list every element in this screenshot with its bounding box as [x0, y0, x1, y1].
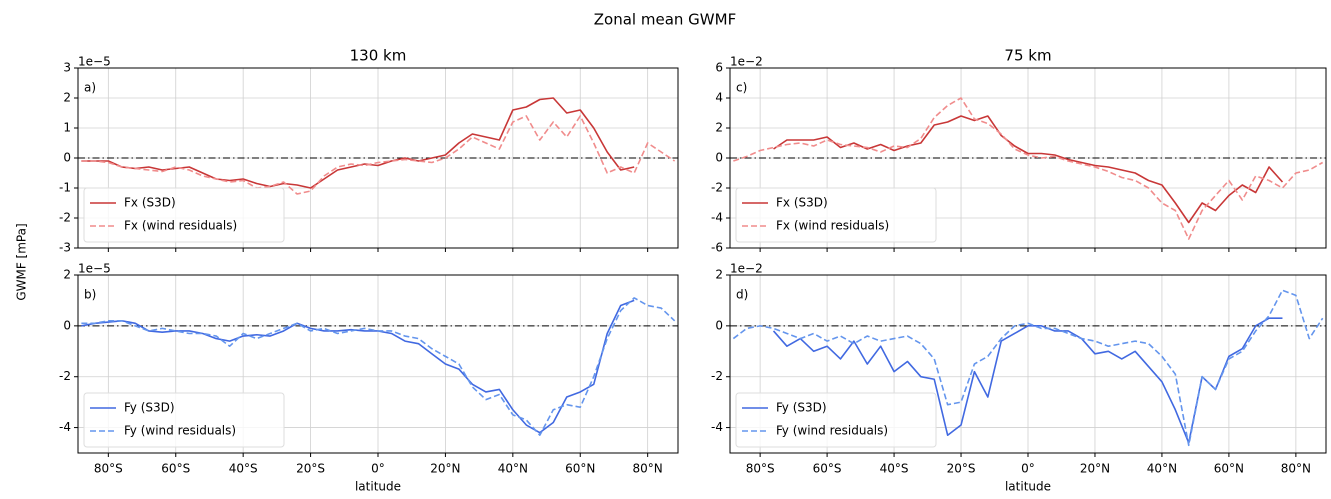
figure-title: Zonal mean GWMF	[594, 11, 736, 29]
axes-frame	[729, 67, 1327, 249]
y-tick-label: -2	[59, 369, 71, 383]
series-line	[81, 297, 676, 436]
y-tick-label: 1	[63, 121, 71, 135]
panel-title: 130 km	[350, 47, 407, 65]
y-tick-label: 6	[715, 61, 723, 75]
legend-box	[735, 187, 937, 243]
y-tick-label: -4	[59, 420, 71, 434]
panel-label: c)	[736, 81, 747, 95]
series-line	[772, 317, 1283, 444]
y-tick-label: -3	[59, 241, 71, 255]
x-tick-label: 20°S	[947, 462, 976, 476]
x-axis-label: latitude	[355, 480, 401, 494]
x-tick-label: 0°	[371, 462, 385, 476]
series-line	[81, 97, 635, 189]
y-tick-label: 3	[63, 61, 71, 75]
y-tick-label: 0	[715, 318, 723, 332]
x-tick-label: 40°S	[229, 462, 258, 476]
offset-text: 1e−5	[78, 55, 111, 69]
y-axis-label: GWMF [mPa]	[15, 223, 29, 300]
y-tick-label: 2	[63, 91, 71, 105]
offset-text: 1e−5	[78, 262, 111, 276]
offset-text: 1e−2	[730, 262, 763, 276]
x-tick-label: 20°N	[1080, 462, 1110, 476]
axes-frame	[729, 274, 1327, 454]
y-tick-label: -2	[59, 211, 71, 225]
y-tick-label: 2	[63, 268, 71, 282]
y-tick-label: 4	[715, 91, 723, 105]
panel-label: b)	[84, 288, 96, 302]
series-line	[732, 289, 1324, 447]
y-tick-label: -1	[59, 181, 71, 195]
y-tick-label: 0	[63, 151, 71, 165]
legend-label: Fy (wind residuals)	[776, 424, 888, 438]
axes-frame	[77, 274, 679, 454]
x-tick-label: 60°S	[161, 462, 190, 476]
legend-box	[83, 187, 285, 243]
legend-box	[735, 392, 937, 448]
y-tick-label: 0	[63, 318, 71, 332]
x-tick-label: 20°N	[430, 462, 460, 476]
x-tick-label: 60°N	[1214, 462, 1244, 476]
series-line	[773, 115, 1284, 224]
y-tick-label: -4	[711, 211, 723, 225]
panel-title: 75 km	[1004, 47, 1051, 65]
panel-label: d)	[736, 288, 748, 302]
legend-box	[83, 392, 285, 448]
legend-label: Fx (S3D)	[776, 196, 828, 210]
series-line	[733, 97, 1324, 240]
y-tick-label: -2	[711, 181, 723, 195]
x-tick-label: 80°S	[94, 462, 123, 476]
axes-frame	[77, 67, 679, 249]
panel-label: a)	[84, 81, 96, 95]
x-tick-label: 80°N	[1281, 462, 1311, 476]
series-line	[81, 115, 676, 195]
x-tick-label: 80°S	[746, 462, 775, 476]
x-axis-label: latitude	[1005, 480, 1051, 494]
x-tick-label: 40°S	[880, 462, 909, 476]
y-tick-label: 2	[715, 121, 723, 135]
offset-text: 1e−2	[730, 55, 763, 69]
x-tick-label: 60°N	[565, 462, 595, 476]
x-tick-label: 40°N	[1147, 462, 1177, 476]
y-tick-label: 2	[715, 268, 723, 282]
legend-label: Fx (S3D)	[124, 196, 176, 210]
legend-label: Fy (wind residuals)	[124, 424, 236, 438]
y-tick-label: -2	[711, 369, 723, 383]
y-tick-label: 0	[715, 151, 723, 165]
x-tick-label: 20°S	[296, 462, 325, 476]
legend-label: Fx (wind residuals)	[776, 219, 889, 233]
y-tick-label: -4	[711, 420, 723, 434]
x-tick-label: 40°N	[498, 462, 528, 476]
y-tick-label: -6	[711, 241, 723, 255]
x-tick-label: 60°S	[813, 462, 842, 476]
legend-label: Fx (wind residuals)	[124, 219, 237, 233]
x-tick-label: 80°N	[633, 462, 663, 476]
x-tick-label: 0°	[1021, 462, 1035, 476]
legend-label: Fy (S3D)	[776, 401, 827, 415]
legend-label: Fy (S3D)	[124, 401, 175, 415]
